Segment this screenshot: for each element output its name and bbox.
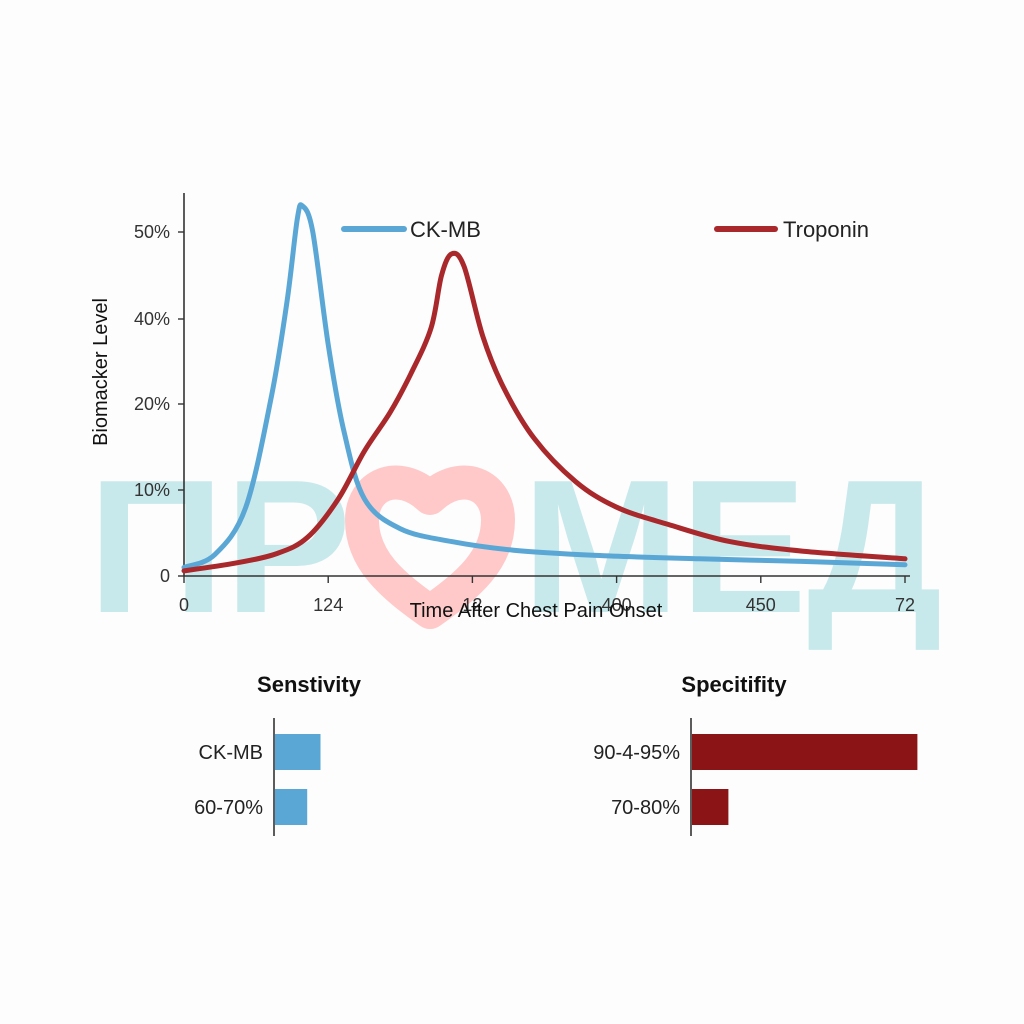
x-axis-title: Time After Chest Pain Onset — [410, 600, 663, 622]
y-tick-label: 0 — [160, 566, 170, 586]
y-axis-title: Biomacker Level — [90, 298, 112, 446]
sensitivity-bar-label: CK-MB — [199, 742, 263, 764]
y-axis-ticks: 0 10% 20% 40% 50% — [134, 222, 184, 586]
sensitivity-bar-chart: Senstivity CK-MB 60-70% — [194, 672, 362, 836]
x-tick-label: 450 — [746, 595, 776, 615]
specificity-bar — [692, 734, 918, 770]
specificity-bar-label: 90-4-95% — [593, 742, 680, 764]
x-tick-label: 400 — [602, 595, 632, 615]
sensitivity-bar-label: 60-70% — [194, 797, 263, 819]
series-lines — [181, 202, 908, 574]
sensitivity-bar — [275, 789, 308, 825]
legend: CK-MB Troponin — [341, 217, 869, 242]
watermark-text-right: МЕД — [522, 441, 942, 653]
y-tick-label: 40% — [134, 309, 170, 329]
line-chart: 0 10% 20% 40% 50% 0 124 12 400 450 72 Biomacker L… — [90, 193, 915, 622]
x-tick-label: 0 — [179, 595, 189, 615]
x-axis-ticks: 0 124 12 400 450 72 — [179, 576, 915, 615]
specificity-bar — [692, 789, 729, 825]
specificity-title: Specitifity — [681, 672, 787, 697]
sensitivity-bars: CK-MB 60-70% — [194, 734, 321, 825]
sensitivity-bar — [275, 734, 321, 770]
x-tick-label: 124 — [313, 595, 343, 615]
watermark: ПР МЕД — [88, 441, 942, 653]
y-tick-label: 10% — [134, 480, 170, 500]
sensitivity-title: Senstivity — [257, 672, 362, 697]
y-tick-label: 50% — [134, 222, 170, 242]
y-tick-label: 20% — [134, 394, 170, 414]
series-line-ck-mb — [181, 202, 908, 570]
x-tick-label: 12 — [462, 595, 482, 615]
series-line-troponin — [181, 250, 908, 574]
legend-label-troponin: Troponin — [783, 217, 869, 242]
legend-label-ckmb: CK-MB — [410, 217, 481, 242]
heart-icon — [345, 465, 515, 629]
specificity-bar-label: 70-80% — [611, 797, 680, 819]
x-tick-label: 72 — [895, 595, 915, 615]
specificity-bar-chart: Specitifity 90-4-95% 70-80% — [593, 672, 918, 836]
specificity-bars: 90-4-95% 70-80% — [593, 734, 918, 825]
